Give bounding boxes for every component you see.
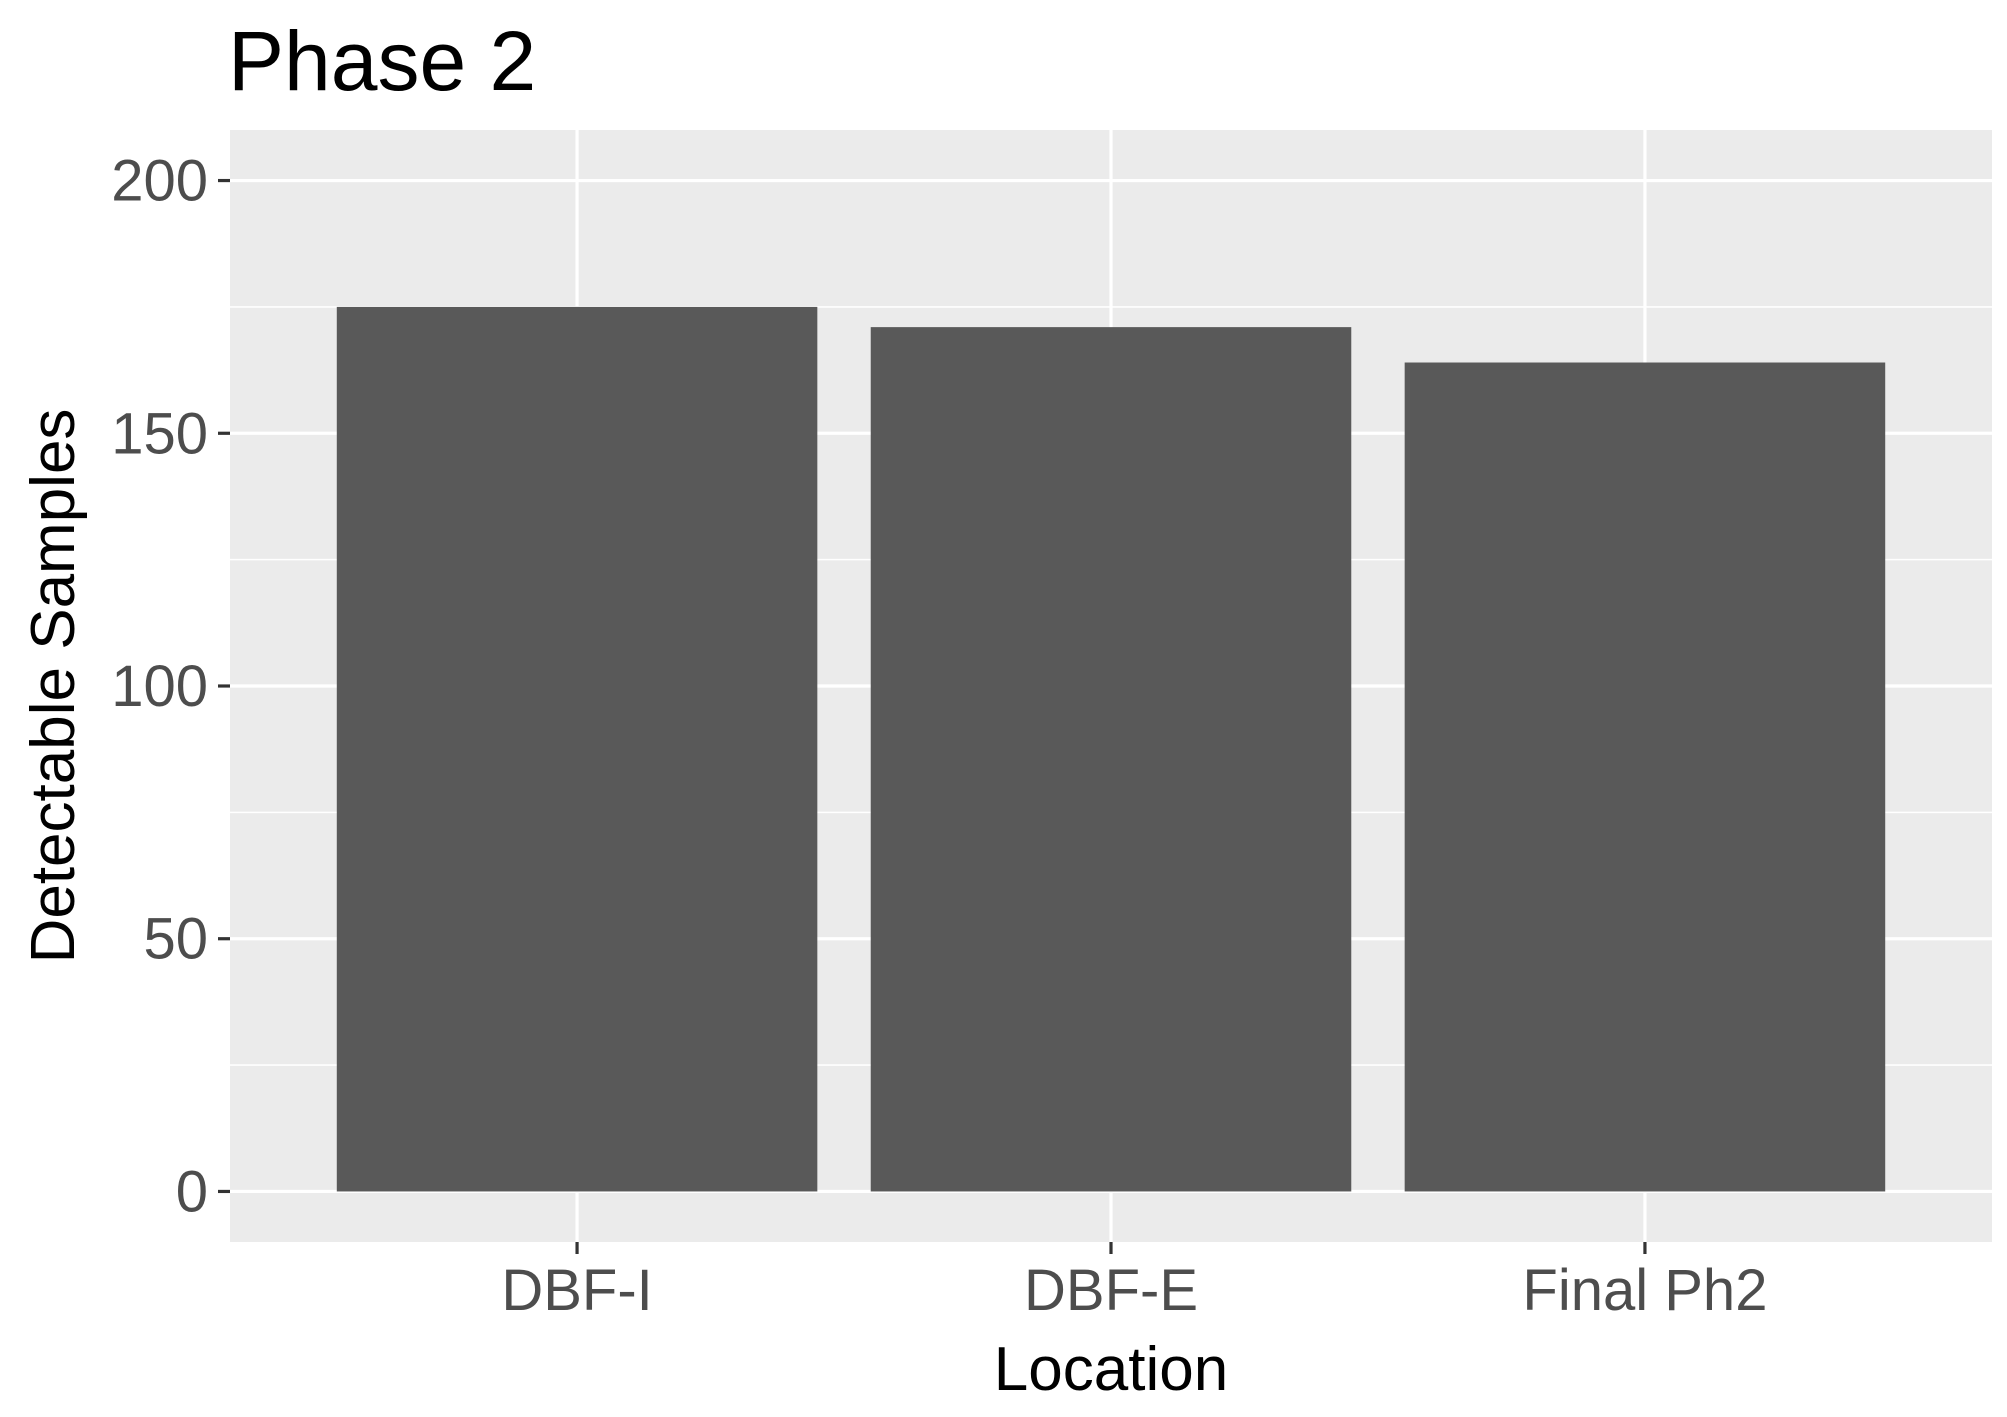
bar-dbf-e: [870, 327, 1352, 1192]
y-axis-title: Detectable Samples: [19, 409, 88, 964]
y-tick-label: 50: [143, 907, 208, 972]
y-tick-label: 150: [111, 401, 208, 466]
chart-title: Phase 2: [228, 14, 536, 108]
bar-dbf-i: [336, 306, 818, 1192]
x-tick-label: DBF-I: [501, 1258, 652, 1323]
x-tick-label: Final Ph2: [1522, 1258, 1767, 1323]
y-tick-label: 100: [111, 654, 208, 719]
y-tick-label: 200: [111, 149, 208, 214]
x-axis-title: Location: [994, 1335, 1228, 1404]
y-tick-label: 0: [176, 1159, 208, 1224]
x-tick-label: DBF-E: [1024, 1258, 1198, 1323]
bar-final-ph2: [1404, 362, 1886, 1192]
x-axis: DBF-I DBF-E Final Ph2: [501, 1242, 1767, 1323]
bars: [336, 306, 1886, 1192]
y-axis: 0 50 100 150 200: [111, 149, 230, 1224]
